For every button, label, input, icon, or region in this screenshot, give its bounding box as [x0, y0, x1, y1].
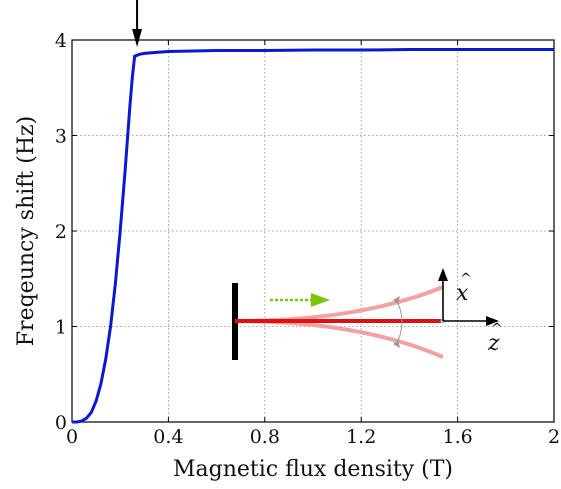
deflected-beam-up [234, 285, 444, 323]
x-tick-label: 1.2 [346, 426, 376, 448]
field-direction-arrowhead [311, 293, 330, 307]
x-hat-label: x [456, 281, 469, 306]
frequency-shift-line [72, 48, 554, 424]
z-hat-label: z [487, 331, 500, 356]
deflected-beam-down [234, 319, 444, 359]
x-tick-label: 0.4 [153, 426, 183, 448]
y-tick-label: 2 [55, 221, 67, 243]
x-tick-label: 1.6 [442, 426, 472, 448]
x-hat-caret: ^ [460, 271, 472, 287]
x-tick-label: 2 [548, 426, 560, 448]
arc-arrowhead-down [393, 340, 400, 348]
y-tick-label: 3 [55, 126, 67, 148]
y-axis-label: Freqeuncy shift (Hz) [14, 116, 39, 346]
z-hat-caret: ^ [491, 321, 503, 337]
y-tick-label: 0 [55, 412, 67, 434]
x-tick-label: 0 [66, 426, 78, 448]
z-axis-arrowhead [486, 316, 499, 326]
y-tick-labels: 0 1 2 3 4 [55, 30, 67, 434]
y-tick-label: 4 [55, 30, 67, 52]
x-axis-arrowhead [438, 268, 448, 281]
annotation-arrow [132, 0, 143, 47]
y-tick-label: 1 [55, 317, 67, 339]
x-tick-label: 0.8 [250, 426, 280, 448]
arc-arrowhead-up [393, 296, 400, 304]
x-axis-label: Magnetic flux density (T) [173, 457, 453, 482]
cantilever-inset: x ^ z ^ [232, 268, 503, 360]
x-tick-labels: 0 0.4 0.8 1.2 1.6 2 [66, 426, 560, 448]
axis-ticks [71, 39, 555, 423]
grid-lines [72, 40, 554, 422]
